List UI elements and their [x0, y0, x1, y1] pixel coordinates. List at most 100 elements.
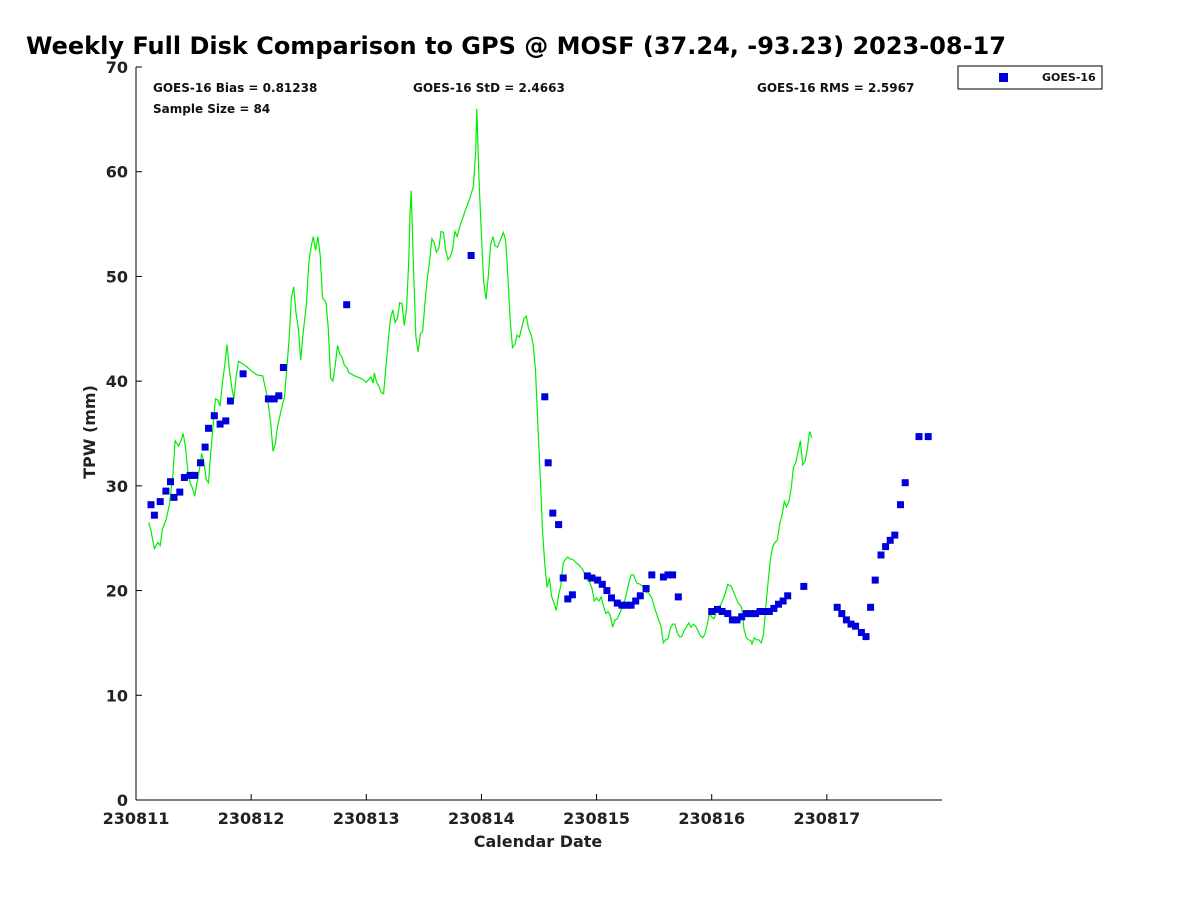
goes-16-point	[897, 501, 904, 509]
goes-16-point	[191, 471, 199, 479]
goes-16-point	[714, 605, 721, 613]
goes-16-point	[779, 597, 787, 605]
goes-16-point	[608, 594, 615, 602]
goes-16-point	[674, 593, 682, 601]
goes-16-point	[862, 633, 870, 641]
goes-16-point	[724, 610, 732, 618]
x-tick-label: 230815	[563, 809, 630, 828]
stat-std: GOES-16 StD = 2.4663	[413, 81, 565, 95]
y-tick-label: 70	[106, 58, 128, 77]
stat-sample-size: Sample Size = 84	[153, 102, 270, 116]
goes-16-point	[264, 395, 272, 403]
goes-16-point	[210, 412, 218, 420]
axes	[135, 67, 942, 801]
goes-16-point	[279, 364, 287, 371]
goes-16-point	[770, 604, 778, 612]
goes-16-point	[162, 487, 170, 495]
goes-16-point	[226, 397, 234, 405]
goes-16-point	[669, 571, 677, 579]
goes-16-point	[180, 474, 188, 481]
goes-16-point	[718, 608, 726, 615]
goes-16-point	[847, 620, 855, 628]
goes-16-point	[632, 597, 640, 605]
goes-16-point	[555, 521, 563, 529]
goes-16-point	[598, 580, 606, 588]
goes-16-point	[915, 433, 923, 441]
goes-16-point	[623, 601, 630, 609]
y-tick-label: 30	[106, 477, 128, 496]
goes-16-point	[800, 582, 808, 590]
y-tick-label: 40	[106, 372, 128, 391]
ticks: 0 10 20 30 40 50 60 70 230811 230812 230813 230814 2…	[103, 58, 861, 828]
goes-16-point	[583, 572, 591, 580]
goes-16-point	[877, 551, 885, 559]
stat-rms: GOES-16 RMS = 2.5967	[757, 81, 914, 95]
goes-16-point	[924, 433, 932, 441]
legend: GOES-16	[957, 65, 1103, 90]
gps-line	[148, 108, 813, 646]
goes-16-point	[613, 599, 621, 607]
goes-16-point	[886, 536, 894, 544]
goes-16-point	[559, 574, 567, 582]
goes-16-point	[833, 603, 841, 611]
goes-16-point	[761, 608, 769, 615]
y-axis-label: TPW (mm)	[80, 385, 99, 479]
goes-16-point	[568, 591, 576, 599]
goes-16-point	[170, 493, 178, 501]
goes-16-point	[648, 571, 656, 579]
stats-box: GOES-16 Bias = 0.81238 GOES-16 StD = 2.4…	[153, 81, 914, 116]
gps-series	[148, 108, 813, 646]
goes-16-point	[857, 629, 865, 636]
goes-16-point	[742, 610, 750, 618]
goes-16-point	[871, 576, 879, 584]
goes-16-point	[838, 610, 846, 618]
goes-16-point	[842, 616, 850, 624]
y-tick-label: 60	[106, 163, 128, 182]
goes-16-point	[467, 252, 475, 259]
chart-title: Weekly Full Disk Comparison to GPS @ MOS…	[26, 32, 1006, 60]
goes-16-point	[747, 610, 755, 618]
goes-16-point	[205, 424, 212, 432]
goes-16-point	[664, 571, 672, 579]
goes-16-point	[659, 573, 667, 581]
goes-16-point	[197, 459, 204, 467]
goes-16-point	[544, 459, 552, 467]
x-tick-label: 230816	[678, 809, 745, 828]
goes-16-point	[270, 395, 278, 403]
goes-16-point	[708, 608, 716, 615]
goes-16-point	[275, 392, 283, 400]
x-tick-label: 230811	[103, 809, 170, 828]
x-tick-label: 230814	[448, 809, 515, 828]
goes-16-point	[239, 370, 247, 378]
goes-16-point	[216, 420, 224, 428]
goes-16-point	[867, 603, 875, 611]
x-tick-label: 230817	[793, 809, 860, 828]
goes-16-point	[343, 301, 351, 309]
y-tick-label: 10	[106, 686, 128, 705]
goes-16-point	[636, 592, 644, 600]
goes-16-point	[852, 622, 860, 630]
goes-16-point	[901, 479, 909, 487]
legend-box	[957, 65, 1103, 90]
goes-16-point	[594, 576, 602, 584]
y-tick-label: 20	[106, 582, 128, 601]
goes-16-point	[150, 511, 158, 519]
goes-16-point	[176, 488, 184, 496]
stat-bias: GOES-16 Bias = 0.81238	[153, 81, 317, 95]
goes-16-point	[618, 601, 626, 609]
goes-16-point	[588, 574, 596, 582]
goes-16-point	[627, 601, 635, 609]
goes-16-point	[756, 608, 764, 615]
goes-16-point	[891, 531, 899, 539]
goes-16-point	[784, 592, 792, 600]
legend-label: GOES-16	[1042, 71, 1096, 84]
goes-16-series	[147, 252, 932, 641]
goes-16-point	[564, 595, 572, 603]
x-axis-label: Calendar Date	[474, 832, 603, 851]
goes-16-point	[728, 616, 736, 624]
goes-16-point	[201, 443, 209, 451]
goes-16-point	[642, 585, 650, 592]
goes-16-point	[765, 608, 773, 615]
